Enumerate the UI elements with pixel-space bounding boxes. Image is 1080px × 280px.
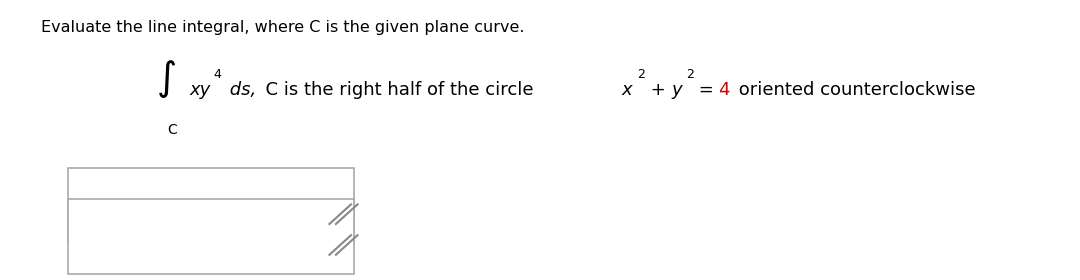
Text: C is the right half of the circle: C is the right half of the circle xyxy=(254,81,539,99)
Text: x: x xyxy=(621,81,632,99)
FancyBboxPatch shape xyxy=(68,199,354,274)
Text: 2: 2 xyxy=(686,68,693,81)
Text: ∫: ∫ xyxy=(157,60,177,98)
Text: y: y xyxy=(672,81,683,99)
FancyBboxPatch shape xyxy=(68,168,354,244)
Text: +: + xyxy=(645,81,672,99)
Text: ds,: ds, xyxy=(224,81,256,99)
Text: 4: 4 xyxy=(718,81,730,99)
Text: 4: 4 xyxy=(214,68,221,81)
Text: C: C xyxy=(167,123,177,137)
Text: oriented counterclockwise: oriented counterclockwise xyxy=(733,81,976,99)
Text: 2: 2 xyxy=(637,68,645,81)
Text: Evaluate the line integral, where C is the given plane curve.: Evaluate the line integral, where C is t… xyxy=(41,20,525,35)
Text: =: = xyxy=(693,81,720,99)
Text: xy: xy xyxy=(189,81,211,99)
